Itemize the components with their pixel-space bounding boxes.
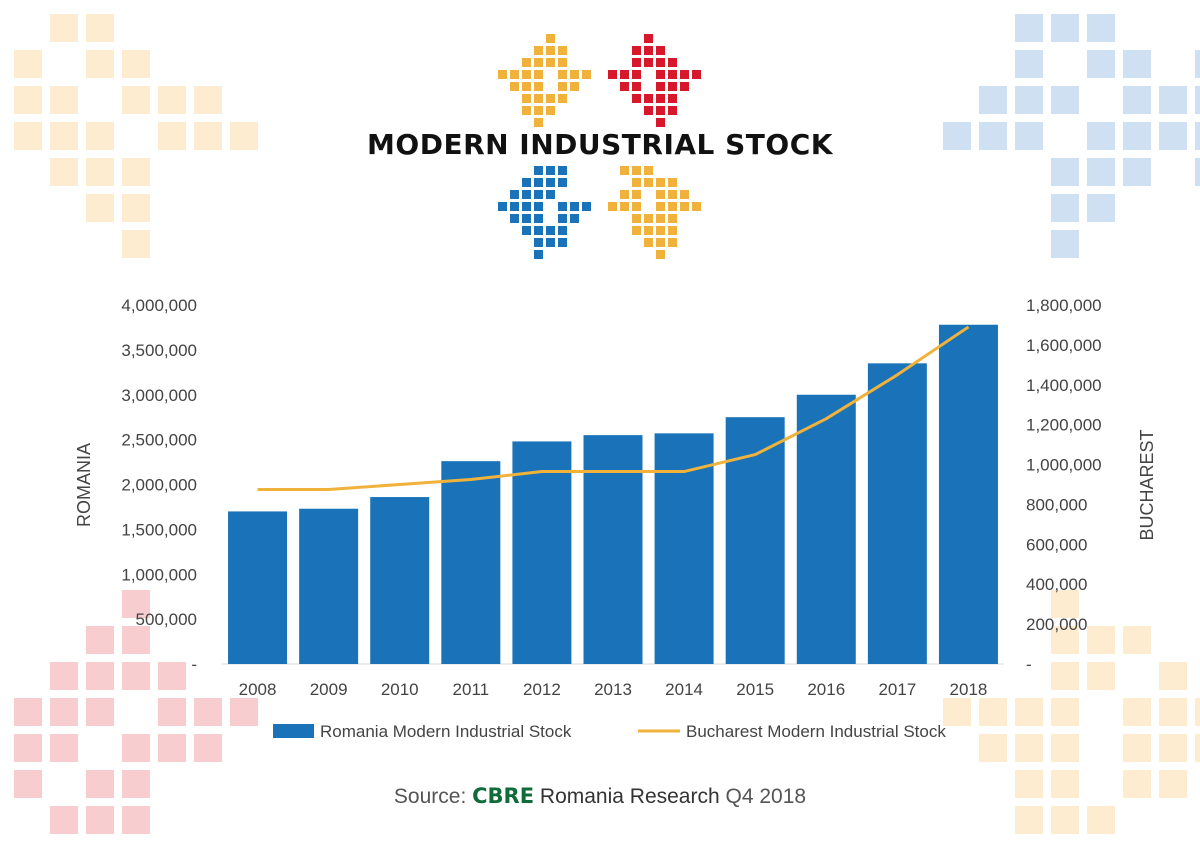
right-axis-tick-label: 1,800,000 bbox=[1026, 296, 1102, 315]
right-axis-tick-label: 800,000 bbox=[1026, 495, 1087, 514]
source-line: Source: CBRE Romania Research Q4 2018 bbox=[0, 784, 1200, 809]
right-axis-title: BUCHAREST bbox=[1137, 429, 1157, 540]
bar-2008 bbox=[228, 511, 288, 664]
left-axis-tick-label: 500,000 bbox=[136, 610, 197, 629]
deco-top-left bbox=[14, 14, 258, 258]
source-period: Q4 2018 bbox=[725, 785, 807, 808]
cbre-logo: CBRE bbox=[472, 784, 535, 808]
right-axis-tick-label: 600,000 bbox=[1026, 535, 1087, 554]
left-axis-tick-label: 1,500,000 bbox=[121, 520, 197, 539]
left-axis-tick-label: 4,000,000 bbox=[121, 296, 197, 315]
right-axis-tick-label: 1,400,000 bbox=[1026, 376, 1102, 395]
legend-label-romania: Romania Modern Industrial Stock bbox=[320, 722, 572, 741]
chart-title: MODERN INDUSTRIAL STOCK bbox=[367, 128, 833, 161]
bar-2013 bbox=[583, 435, 643, 664]
bar-2012 bbox=[512, 441, 572, 664]
left-axis-tick-label: - bbox=[191, 655, 197, 674]
right-axis-tick-label: 1,000,000 bbox=[1026, 456, 1102, 475]
x-tick-label: 2009 bbox=[310, 680, 348, 699]
right-axis-tick-label: 400,000 bbox=[1026, 575, 1087, 594]
bar-2017 bbox=[867, 363, 927, 664]
source-prefix: Source: bbox=[393, 785, 467, 808]
left-axis-tick-label: 2,000,000 bbox=[121, 476, 197, 495]
source-research: Romania Research bbox=[539, 785, 720, 808]
left-axis-tick-label: 3,000,000 bbox=[121, 386, 197, 405]
legend-swatch-romania bbox=[273, 724, 314, 738]
x-tick-label: 2015 bbox=[736, 680, 774, 699]
deco-bottom-left bbox=[14, 590, 258, 834]
right-axis-tick-label: 1,600,000 bbox=[1026, 336, 1102, 355]
right-axis-tick-label: 200,000 bbox=[1026, 615, 1087, 634]
bar-2009 bbox=[299, 508, 359, 664]
x-tick-label: 2013 bbox=[594, 680, 632, 699]
bar-2018 bbox=[938, 324, 998, 664]
left-axis-tick-label: 1,000,000 bbox=[121, 565, 197, 584]
x-tick-label: 2016 bbox=[807, 680, 845, 699]
deco-top-right bbox=[943, 14, 1200, 258]
x-tick-label: 2017 bbox=[878, 680, 916, 699]
right-axis-tick-label: 1,200,000 bbox=[1026, 416, 1102, 435]
deco-bottom-right bbox=[943, 590, 1200, 834]
x-tick-label: 2011 bbox=[453, 680, 490, 699]
x-tick-label: 2008 bbox=[239, 680, 277, 699]
motif-blue-bottom bbox=[498, 166, 591, 259]
motif-yellow-bottom bbox=[608, 166, 701, 259]
bar-2010 bbox=[370, 497, 430, 664]
x-tick-label: 2018 bbox=[950, 680, 988, 699]
left-axis-tick-label: 2,500,000 bbox=[121, 431, 197, 450]
x-tick-label: 2014 bbox=[665, 680, 703, 699]
bar-2011 bbox=[441, 461, 501, 664]
left-axis-title: ROMANIA bbox=[74, 443, 94, 527]
bar-2016 bbox=[796, 394, 856, 664]
x-tick-label: 2010 bbox=[381, 680, 419, 699]
motif-red-top bbox=[608, 34, 701, 127]
right-axis-tick-label: - bbox=[1026, 655, 1032, 674]
motif-yellow-top bbox=[498, 34, 591, 127]
left-axis-tick-label: 3,500,000 bbox=[121, 341, 197, 360]
x-tick-label: 2012 bbox=[523, 680, 561, 699]
legend-label-bucharest: Bucharest Modern Industrial Stock bbox=[686, 722, 946, 741]
